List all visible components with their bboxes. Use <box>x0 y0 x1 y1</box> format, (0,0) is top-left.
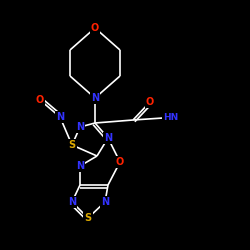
Text: N: N <box>76 161 84 171</box>
Text: N: N <box>101 197 109 207</box>
Text: N: N <box>76 122 84 132</box>
Text: O: O <box>146 97 154 107</box>
Text: O: O <box>116 157 124 167</box>
Text: O: O <box>91 23 99 33</box>
Text: HN: HN <box>163 114 178 122</box>
Text: S: S <box>84 213 91 223</box>
Text: S: S <box>68 140 75 150</box>
Text: O: O <box>36 95 44 105</box>
Text: N: N <box>104 133 112 143</box>
Text: N: N <box>56 112 64 122</box>
Text: N: N <box>68 197 76 207</box>
Text: N: N <box>91 93 99 103</box>
